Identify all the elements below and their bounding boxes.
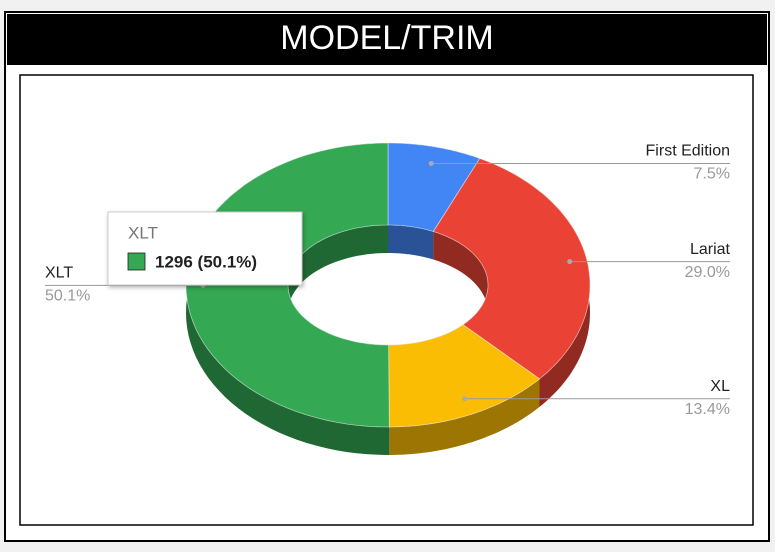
tooltip-box xyxy=(107,211,303,286)
leader-dot xyxy=(428,160,434,166)
slice-label: XLT xyxy=(45,265,73,282)
value-label: 50.1% xyxy=(45,288,90,305)
value-label: 29.0% xyxy=(685,264,730,281)
value-label: 7.5% xyxy=(694,166,730,183)
value-label: 13.4% xyxy=(685,401,730,418)
leader-dot xyxy=(567,259,573,265)
leader-dot xyxy=(462,396,468,402)
slice-label: XL xyxy=(710,378,730,395)
tooltip-value: 1296 (50.1%) xyxy=(155,252,257,271)
labels: First Edition 7.5% Lariat 29.0% XL 13.4% XLT 50… xyxy=(45,143,731,418)
tooltip-swatch xyxy=(127,252,146,271)
chart-title: MODEL/TRIM xyxy=(280,19,493,57)
title-bar xyxy=(7,14,767,65)
plot-area xyxy=(19,74,754,526)
tooltip-title: XLT xyxy=(128,223,158,242)
slice-label: Lariat xyxy=(690,241,731,258)
slice-inner-side xyxy=(388,225,434,260)
slice-label: First Edition xyxy=(646,143,730,160)
tooltip xyxy=(107,211,303,286)
slice-outer-side xyxy=(389,378,540,455)
